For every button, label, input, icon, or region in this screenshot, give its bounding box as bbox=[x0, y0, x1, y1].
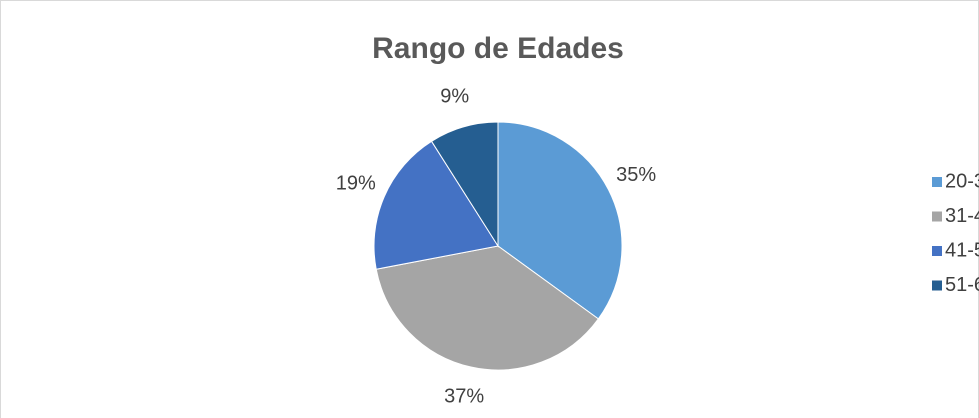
legend-label: 20-30 bbox=[945, 170, 979, 192]
legend-swatch bbox=[932, 177, 942, 187]
pie-slice bbox=[375, 245, 600, 371]
pie-slice bbox=[430, 121, 499, 248]
legend-label: 41-50 bbox=[945, 239, 979, 261]
legend-label: 51-60 bbox=[945, 274, 979, 296]
chart-title: Rango de Edades bbox=[372, 32, 624, 65]
legend-label: 31-40 bbox=[945, 205, 979, 227]
data-label: 37% bbox=[444, 386, 484, 408]
legend-swatch bbox=[932, 280, 942, 291]
pie-slice bbox=[373, 140, 499, 270]
data-label: 35% bbox=[616, 164, 656, 186]
legend-swatch bbox=[932, 211, 942, 222]
legend-swatch bbox=[932, 246, 942, 256]
pie-slice bbox=[497, 121, 623, 320]
data-label: 19% bbox=[336, 173, 376, 195]
data-label: 9% bbox=[440, 85, 469, 107]
